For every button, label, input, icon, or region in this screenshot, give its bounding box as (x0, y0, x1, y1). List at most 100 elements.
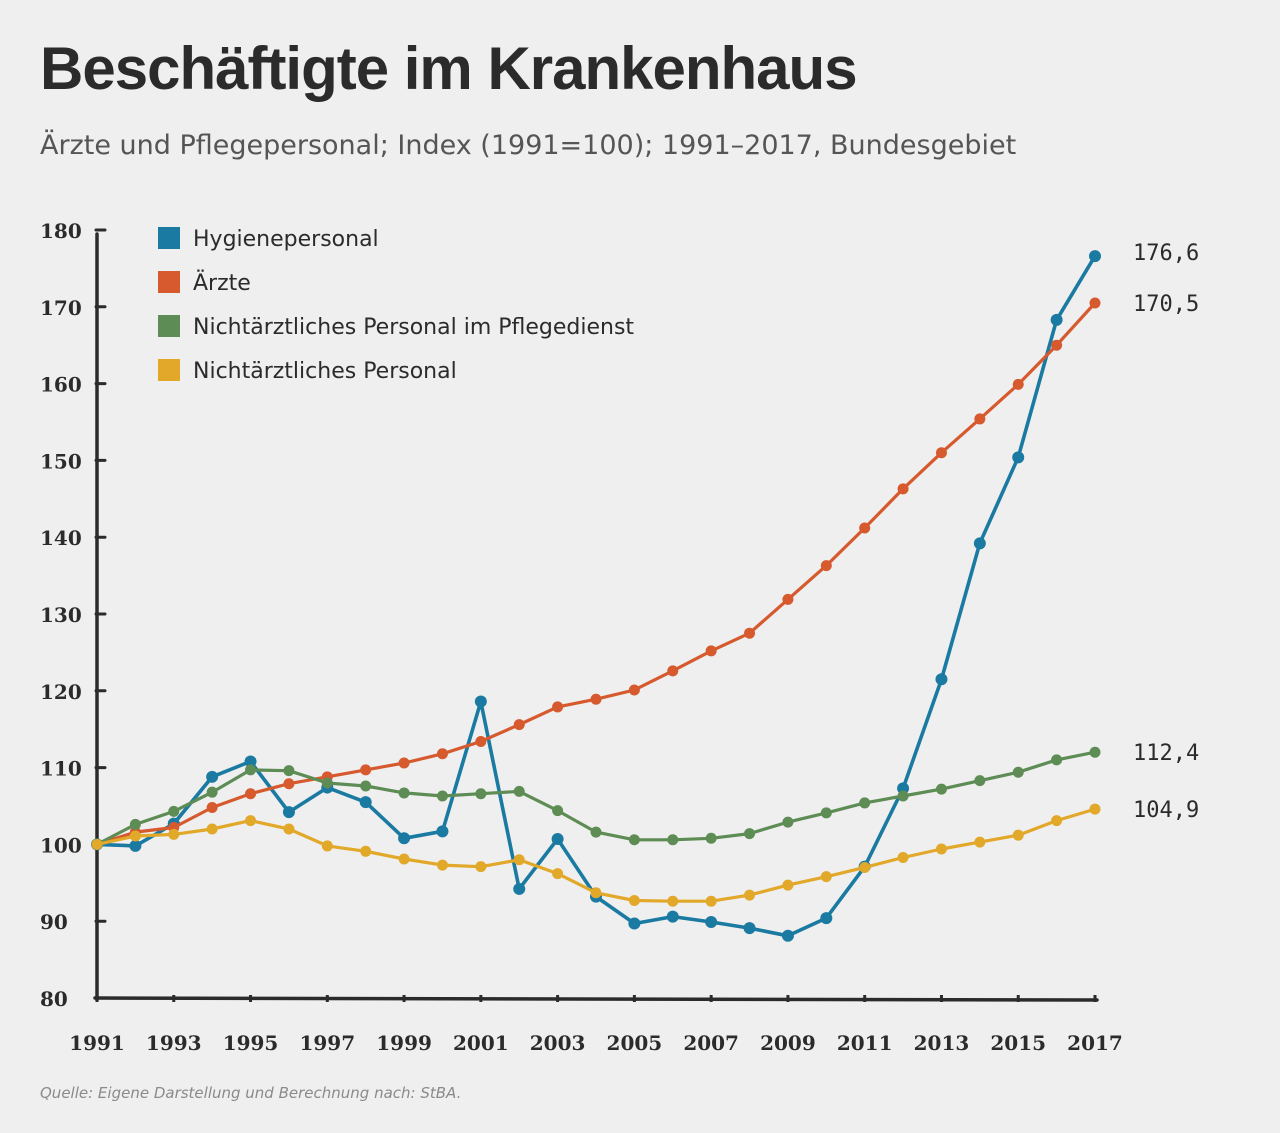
data-point (321, 840, 333, 852)
data-point (206, 823, 218, 835)
data-point (283, 778, 295, 790)
series-2 (91, 746, 1101, 850)
data-point (935, 447, 947, 459)
data-point (359, 796, 372, 809)
y-tick-label: 170 (40, 296, 82, 320)
y-tick-label: 110 (40, 757, 82, 781)
y-tick-label: 100 (40, 833, 82, 857)
data-point (513, 882, 526, 895)
y-tick-label: 80 (40, 987, 68, 1011)
data-point (283, 765, 295, 777)
data-point (820, 807, 832, 819)
data-point (1012, 829, 1024, 841)
x-tick-label: 1997 (299, 1031, 355, 1055)
data-point (820, 560, 832, 572)
data-point (897, 851, 909, 863)
data-point (859, 797, 871, 809)
data-point (475, 735, 487, 747)
data-point (129, 818, 141, 830)
data-point (628, 917, 641, 930)
data-point (245, 764, 257, 776)
data-point (129, 839, 142, 852)
end-value-label: 112,4 (1133, 741, 1199, 766)
data-point (513, 854, 525, 866)
data-point (1012, 766, 1024, 778)
data-point (245, 788, 257, 800)
data-point (513, 719, 525, 731)
data-point (974, 775, 986, 787)
end-value-label: 104,9 (1133, 798, 1199, 823)
data-point (245, 815, 257, 827)
data-point (667, 834, 679, 846)
series-0 (91, 250, 1101, 942)
data-point (820, 871, 832, 883)
chart-axes (93, 228, 1099, 1002)
data-point (974, 836, 986, 848)
page-subtitle: Ärzte und Pflegepersonal; Index (1991=10… (40, 130, 1017, 161)
data-point (1051, 815, 1063, 827)
data-point (590, 887, 602, 899)
x-axis-labels: 1991 1993 1995 1997 1999 2001 2003 2005 2007 2009… (69, 1031, 1123, 1055)
legend-label: Hygienepersonal (193, 227, 379, 252)
data-point (897, 782, 910, 795)
data-point (436, 825, 449, 838)
legend-label: Nichtärztliches Personal im Pflegedienst (193, 315, 634, 340)
legend-swatch (158, 315, 180, 337)
data-point (628, 834, 640, 846)
data-point (283, 823, 295, 835)
chart-series (91, 250, 1101, 942)
data-point (1089, 803, 1101, 815)
x-tick-label: 2013 (914, 1031, 970, 1055)
data-point (705, 915, 718, 928)
data-point (744, 627, 756, 639)
data-point (897, 483, 909, 495)
data-point (552, 868, 564, 880)
data-point (475, 788, 487, 800)
data-point (168, 828, 180, 840)
x-tick-label: 2007 (683, 1031, 739, 1055)
x-tick-label: 2017 (1067, 1031, 1123, 1055)
data-point (1012, 378, 1024, 390)
data-point (552, 805, 564, 817)
data-point (91, 838, 103, 850)
x-tick-label: 2005 (607, 1031, 663, 1055)
x-tick-label: 2003 (530, 1031, 586, 1055)
legend-label: Nichtärztliches Personal (193, 359, 457, 384)
x-tick-label: 2011 (837, 1031, 893, 1055)
data-point (206, 802, 218, 814)
y-tick-label: 160 (40, 373, 82, 397)
data-point (1089, 297, 1101, 309)
data-point (244, 755, 257, 768)
data-point (1089, 746, 1101, 758)
data-point (436, 859, 448, 871)
data-point (705, 895, 717, 907)
data-point (129, 830, 141, 842)
data-point (206, 786, 218, 798)
end-value-labels: 176,6 170,5 112,4 104,9 (1133, 241, 1199, 823)
data-point (974, 413, 986, 425)
data-point (360, 845, 372, 857)
data-point (667, 895, 679, 907)
page-title: Beschäftigte im Krankenhaus (40, 35, 858, 102)
x-axis-line (93, 996, 1099, 1002)
data-point (360, 764, 372, 776)
legend-label: Ärzte (193, 270, 251, 296)
x-tick-label: 2015 (990, 1031, 1046, 1055)
y-tick-label: 90 (40, 910, 68, 934)
x-tick-label: 2009 (760, 1031, 816, 1055)
data-point (897, 790, 909, 802)
data-point (360, 780, 372, 792)
data-point (590, 693, 602, 705)
data-point (1012, 451, 1025, 464)
data-point (551, 833, 564, 846)
data-point (744, 828, 756, 840)
data-point (436, 748, 448, 760)
data-point (398, 787, 410, 799)
data-point (666, 910, 679, 923)
y-tick-label: 150 (40, 449, 82, 473)
data-point (398, 757, 410, 769)
data-point (820, 912, 833, 925)
data-point (782, 593, 794, 605)
x-tick-label: 1999 (376, 1031, 432, 1055)
